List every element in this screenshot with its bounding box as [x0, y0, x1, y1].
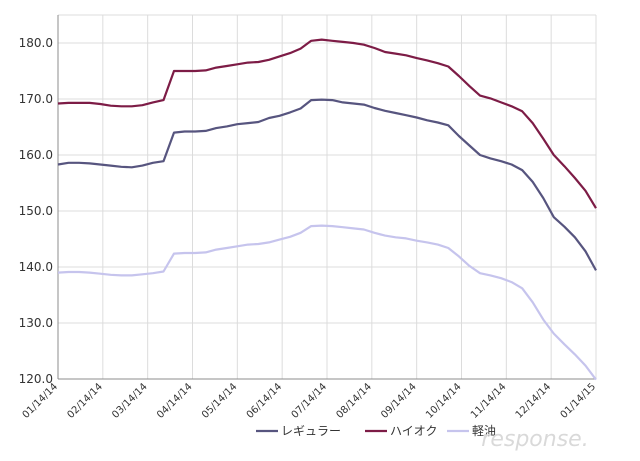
series-lines: [57, 38, 597, 381]
x-tick-labels: 01/14/14 02/14/14 03/14/14 04/14/14 05/14/14…: [21, 381, 599, 421]
x-tick-label: 01/14/15: [559, 381, 599, 421]
series-line-1: [57, 98, 597, 271]
watermark: response.: [481, 427, 588, 452]
x-tick-label: 12/14/14: [514, 381, 554, 421]
watermark-text: response.: [481, 427, 588, 452]
x-tick-label: 11/14/14: [469, 381, 509, 421]
series-line-2: [57, 38, 597, 209]
x-tick-label: 10/14/14: [424, 381, 464, 421]
gridlines: [57, 14, 597, 380]
legend-label: ハイオク: [390, 424, 438, 438]
y-tick-label: 150.0: [19, 204, 53, 218]
y-tick-label: 130.0: [19, 316, 53, 330]
y-tick-labels: 120.0 130.0 140.0 150.0 160.0 170.0 180.0: [19, 36, 53, 386]
y-tick-label: 160.0: [19, 148, 53, 162]
y-tick-label: 140.0: [19, 260, 53, 274]
x-tick-label: 06/14/14: [245, 381, 285, 421]
legend: レギュラー ハイオク 軽油: [256, 424, 496, 438]
axes: [57, 15, 596, 380]
legend-label: 軽油: [472, 424, 496, 438]
legend-label: レギュラー: [281, 424, 341, 438]
y-tick-label: 170.0: [19, 92, 53, 106]
x-tick-label: 05/14/14: [200, 381, 240, 421]
y-tick-label: 180.0: [19, 36, 53, 50]
x-tick-label: 03/14/14: [110, 381, 150, 421]
series-line-3: [57, 224, 597, 381]
x-tick-label: 09/14/14: [379, 381, 419, 421]
x-tick-label: 08/14/14: [334, 381, 374, 421]
x-tick-label: 02/14/14: [65, 381, 105, 421]
x-tick-label: 07/14/14: [290, 381, 330, 421]
y-tick-label: 120.0: [19, 372, 53, 386]
x-tick-label: 04/14/14: [155, 381, 195, 421]
x-tick-label: 01/14/14: [21, 381, 61, 421]
